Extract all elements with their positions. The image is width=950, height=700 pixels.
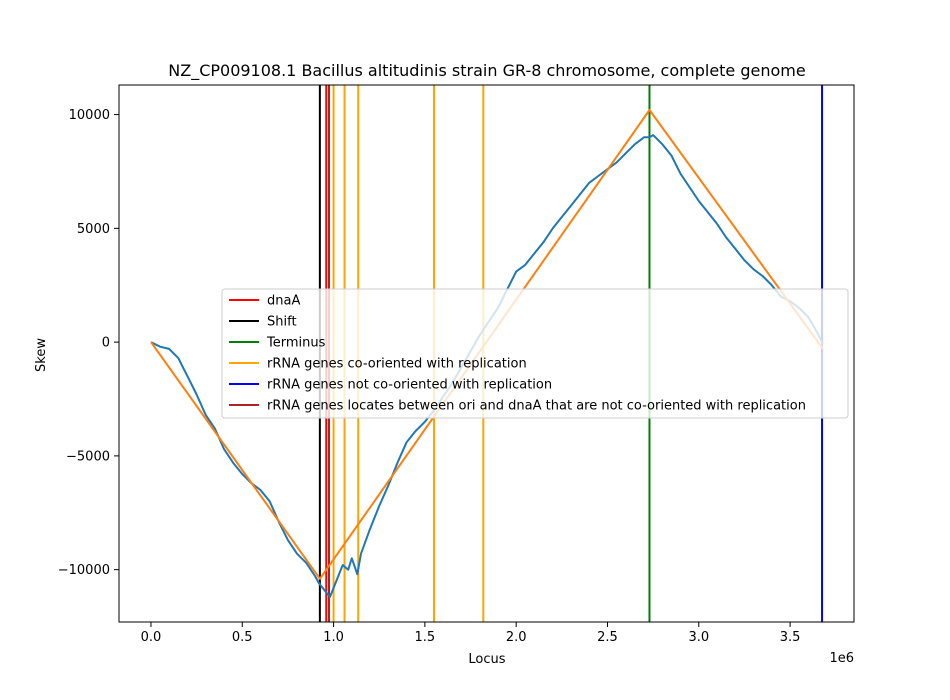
legend-box: [221, 288, 849, 419]
x-tick-label: 0.5: [232, 630, 253, 645]
chart-title: NZ_CP009108.1 Bacillus altitudinis strai…: [168, 61, 805, 81]
y-tick-label: 0: [102, 336, 110, 351]
x-tick-label: 3.0: [688, 630, 709, 645]
x-tick-label: 2.0: [506, 630, 527, 645]
legend-label: Shift: [267, 315, 297, 330]
legend-label: Terminus: [266, 336, 326, 351]
x-tick-label: 2.5: [597, 630, 618, 645]
x-axis-offset-label: 1e6: [829, 651, 854, 666]
x-axis-ticks: 0.0 0.5 1.0 1.5 2.0 2.5 3.0 3.5: [141, 622, 801, 645]
legend-label: rRNA genes locates between ori and dnaA …: [267, 399, 806, 414]
y-tick-label: −10000: [58, 563, 110, 578]
x-tick-label: 1.0: [323, 630, 344, 645]
y-tick-label: 5000: [77, 222, 110, 237]
x-axis-label: Locus: [468, 652, 505, 667]
x-tick-label: 0.0: [141, 630, 162, 645]
y-axis-label: Skew: [34, 338, 49, 372]
legend-label: rRNA genes co-oriented with replication: [267, 357, 527, 372]
plot-frame: [118, 84, 855, 623]
y-tick-label: −5000: [66, 449, 110, 464]
legend-label: rRNA genes not co-oriented with replicat…: [267, 378, 552, 393]
x-tick-label: 3.5: [780, 630, 801, 645]
x-tick-label: 1.5: [415, 630, 436, 645]
legend: dnaA Shift Terminus rRNA genes co-oriented …: [221, 288, 849, 419]
y-tick-label: 10000: [69, 108, 110, 123]
y-axis-ticks: −10000 −5000 0 5000 10000: [58, 108, 119, 578]
legend-label: dnaA: [267, 294, 300, 309]
